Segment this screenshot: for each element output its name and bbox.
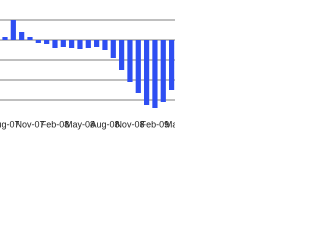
bar (135, 40, 141, 93)
bar (35, 40, 41, 43)
bar (85, 40, 91, 48)
x-tick-label: Nov-07 (15, 119, 44, 129)
bar (102, 40, 108, 50)
bar (169, 40, 175, 90)
bar (152, 40, 158, 108)
bar (119, 40, 125, 70)
x-tick-label: May-08 (65, 119, 95, 129)
bar (144, 40, 150, 105)
bar (110, 40, 116, 58)
bar (127, 40, 133, 82)
bar (2, 37, 8, 40)
bar (44, 40, 50, 44)
page: Aug-07Nov-07Feb-08May-08Aug-08Nov-08Feb-… (0, 0, 175, 130)
x-tick-label: Nov-08 (115, 119, 144, 129)
bar (160, 40, 166, 102)
chart: Aug-07Nov-07Feb-08May-08Aug-08Nov-08Feb-… (0, 19, 175, 129)
x-tick-label: Feb-08 (41, 119, 70, 129)
bar (69, 40, 75, 48)
x-tick-label: Aug-08 (90, 119, 119, 129)
bar (52, 40, 58, 48)
bar (94, 40, 100, 47)
bar (19, 32, 25, 40)
bar (60, 40, 66, 47)
x-tick-label: Aug-07 (0, 119, 20, 129)
bar (27, 37, 33, 40)
bar (77, 40, 83, 49)
x-tick-label: May-09 (165, 119, 175, 129)
x-tick-label: Feb-09 (141, 119, 170, 129)
bar (10, 20, 16, 40)
